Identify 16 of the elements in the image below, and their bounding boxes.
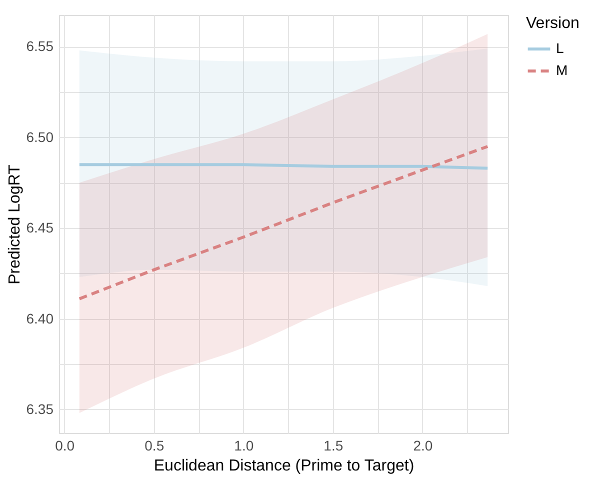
y-axis-title: Predicted LogRT [6, 164, 24, 284]
y-tick-label: 6.55 [26, 38, 54, 54]
y-tick-label: 6.45 [26, 220, 54, 236]
y-tick-label: 6.35 [26, 400, 54, 417]
x-tick-label: 1.5 [324, 438, 344, 454]
x-tick-label: 1.0 [234, 438, 254, 454]
legend-label: M [556, 62, 568, 78]
line-series [78, 144, 490, 300]
x-tick-label: 0.0 [55, 438, 75, 454]
legend-label: L [556, 40, 564, 56]
y-tick-label: 6.40 [26, 310, 54, 326]
x-tick-label: 0.5 [144, 438, 164, 454]
x-axis-title: Euclidean Distance (Prime to Target) [154, 458, 414, 474]
legend-title: Version [526, 15, 580, 32]
x-tick-label: 2.0 [413, 438, 433, 454]
y-tick-label: 6.50 [26, 128, 54, 145]
